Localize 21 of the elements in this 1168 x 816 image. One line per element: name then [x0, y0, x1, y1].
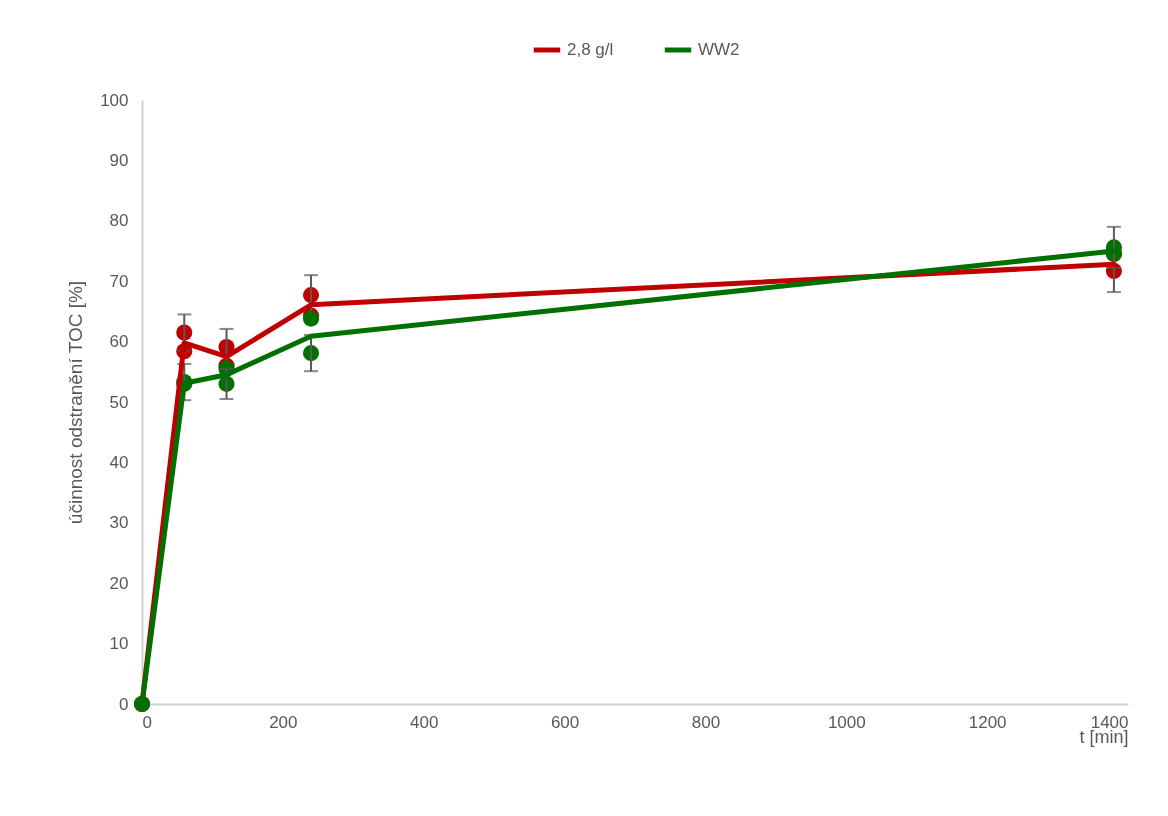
legend-label: WW2	[698, 40, 740, 59]
y-tick-label: 50	[109, 392, 129, 412]
y-axis-title: účinnost odstranění TOC [%]	[65, 280, 87, 525]
x-tick-label: 0	[142, 712, 152, 732]
y-tick-label: 10	[109, 634, 129, 654]
legend-label: 2,8 g/l	[567, 40, 614, 59]
y-tick-label: 20	[109, 573, 129, 593]
y-tick-label: 30	[109, 513, 129, 533]
x-tick-label: 1000	[827, 712, 866, 732]
y-tick-label: 0	[119, 694, 129, 714]
y-tick-label: 60	[109, 332, 129, 352]
x-tick-label: 400	[410, 712, 439, 732]
y-tick-label: 90	[109, 150, 129, 170]
x-tick-label: 800	[691, 712, 721, 732]
x-tick-label: 600	[550, 712, 580, 732]
y-tick-label: 40	[109, 452, 129, 472]
y-tick-label: 100	[100, 90, 129, 110]
y-tick-label: 80	[109, 211, 129, 231]
y-tick-label: 70	[109, 271, 129, 291]
x-tick-label: 1200	[968, 712, 1007, 732]
x-tick-label: 200	[269, 712, 298, 732]
